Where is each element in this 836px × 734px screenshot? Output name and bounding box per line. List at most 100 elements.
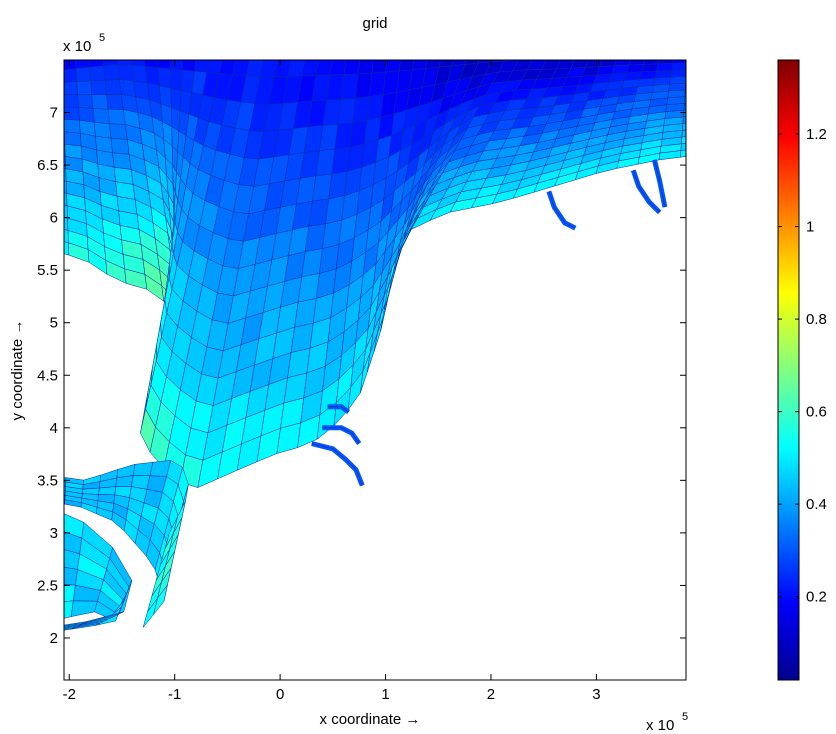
grid-cell [547,50,566,60]
grid-cell [64,499,66,505]
colorbar-tick-label: 0.2 [806,589,827,606]
grid-cell [132,462,154,477]
grid-cell [64,494,66,500]
grid-cell [170,68,183,91]
grid-cell [182,60,197,72]
grid-cell [628,60,645,66]
grid-cell [64,627,75,631]
y-tick-label: 5.5 [37,262,58,279]
grid-cell [631,50,647,58]
grid-cell [329,60,347,75]
y-exponent-power: 5 [99,32,105,44]
grid-cell [683,103,686,111]
grid-cell [685,75,686,77]
grid-cell [48,70,62,84]
grid-cell [639,70,657,80]
grid-cell [643,60,660,65]
grid-cell [130,60,146,67]
grid-cell [64,60,77,71]
grid-cell [77,94,94,109]
grid-cell [259,60,278,78]
grid-cell [645,50,661,57]
grid-cell [681,136,686,145]
grid-cell [144,65,160,86]
grid-cell [110,137,130,155]
grid-cell [641,63,659,73]
grid-cell [575,50,593,59]
grid-cell [64,119,81,134]
grid-cell [611,64,630,75]
y-exponent-base: x 10 [63,38,91,55]
grid-cell [425,60,441,69]
grid-cell [64,81,78,96]
chart-title: grid [362,15,387,32]
channel-outline [548,191,576,229]
grid-cell [131,475,151,490]
grid-cell [680,149,686,158]
grid-cell [76,80,93,95]
grid-cell [687,56,702,63]
grid-cell [685,82,686,91]
grid-cell [88,60,104,68]
grid-cell [75,60,90,69]
y-tick-label: 3 [50,525,58,542]
grid-cell [685,76,686,84]
grid-cell [512,60,533,72]
x-exponent-base: x 10 [646,717,674,734]
grid-cell [682,116,686,124]
grid-cell [667,89,686,99]
x-tick-label: 0 [276,686,284,703]
grid-cells [48,50,702,631]
x-tick-label: 1 [381,686,389,703]
grid-cell [464,60,480,65]
grid-cell [670,69,686,78]
grid-cell [614,60,631,67]
x-axis: -2 -1 0 1 2 3 [63,60,601,703]
grid-cell [671,62,686,71]
grid-cell [603,50,620,59]
y-tick-label: 5 [50,315,58,332]
grid-cell [617,50,633,58]
grid-cell [660,50,675,57]
grid-cell [412,60,428,70]
y-tick-label: 2.5 [37,577,58,594]
y-exponent: x 10 5 [63,32,105,55]
grid-cell [116,60,132,66]
grid-cell [669,76,686,85]
grid-cell [170,87,182,112]
colorbar-tick-label: 0.8 [806,311,827,328]
grid-cell [561,50,579,60]
channel-outline [633,170,660,213]
colorbar: 0.2 0.4 0.6 0.8 1 1.2 [777,59,827,681]
grid-cell [92,108,110,124]
grid-cell [48,58,62,72]
grid-cell [232,60,250,76]
grid-cell [533,50,552,60]
grid-cell [623,71,642,81]
grid-cell [64,143,83,160]
grid-cell [555,60,575,70]
grid-cell [131,64,148,84]
grid-cell [119,79,136,98]
grid-cell [357,60,374,75]
colorbar-tick-label: 1 [806,219,814,236]
colorbar-tick-label: 0.4 [806,496,827,513]
grid-cell [64,106,80,121]
grid-cell [273,60,292,78]
grid-cell [301,60,319,77]
grid-cell [343,60,360,75]
grid-cell [89,65,106,82]
grid-cell [64,94,79,108]
grid-cell [518,60,532,61]
x-tick-label: -1 [168,686,181,703]
grid-cell [64,143,66,157]
grid-cell [91,94,109,110]
grid-cell [107,108,126,125]
y-tick-label: 4 [50,420,58,437]
grid-cell [143,60,159,68]
grid-cell [287,60,305,77]
grid-cell [78,106,95,123]
grid-cell [541,60,561,70]
grid-cell [106,94,124,110]
